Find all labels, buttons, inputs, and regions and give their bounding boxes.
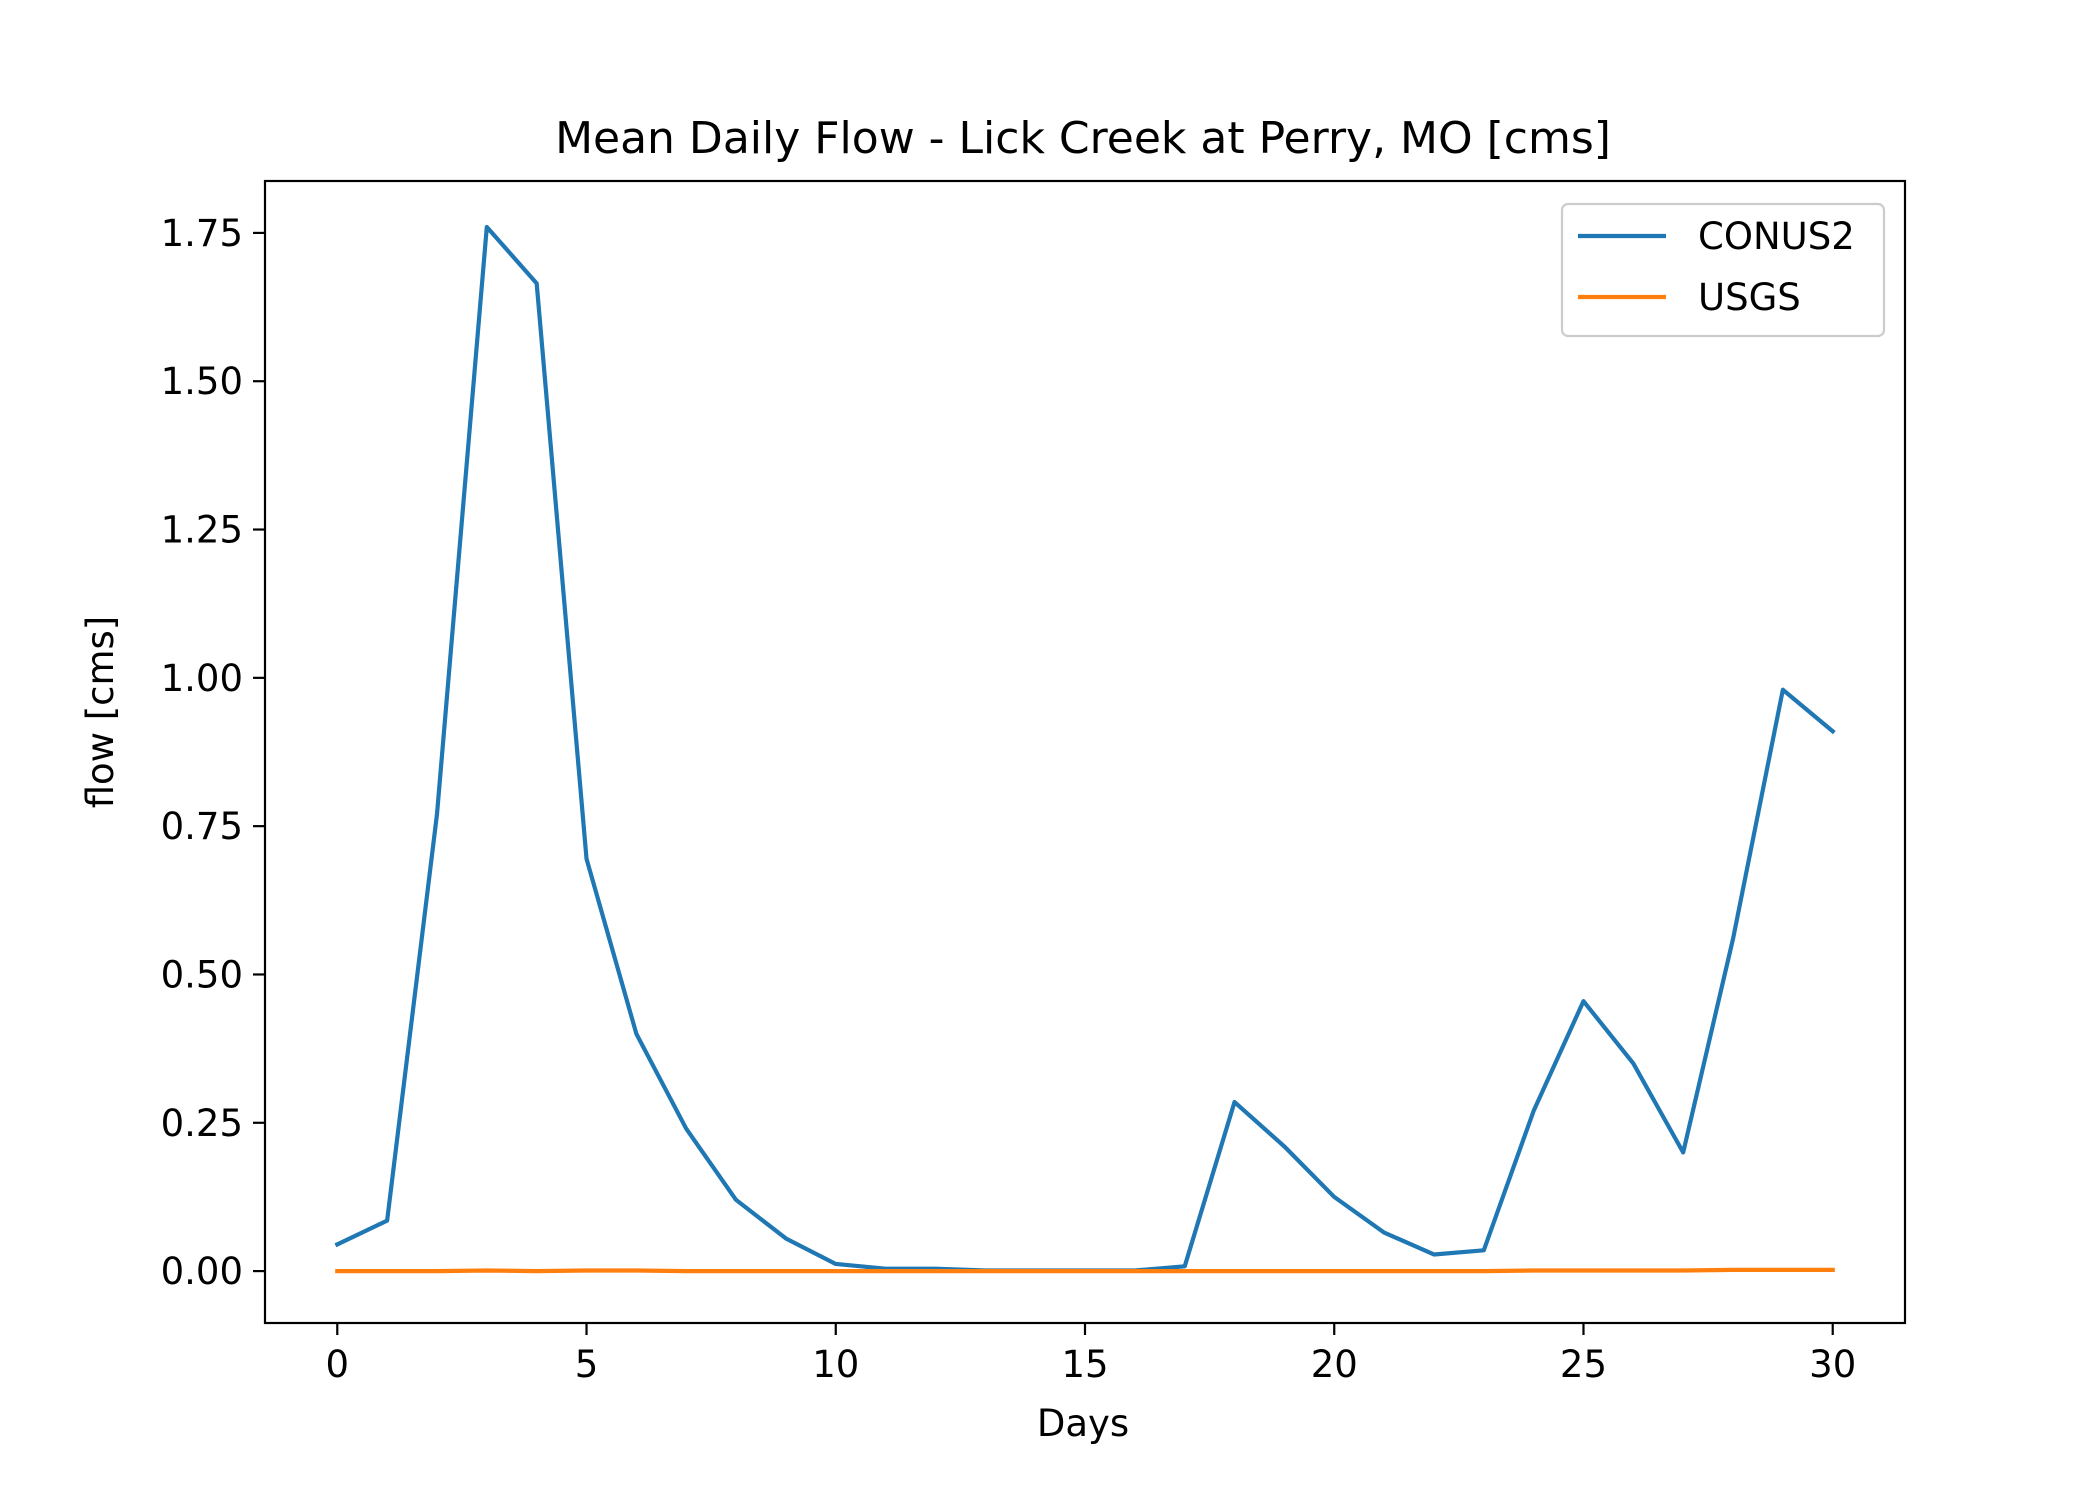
y-tick-label: 0.75 — [161, 805, 243, 848]
y-tick-label: 0.50 — [161, 953, 243, 996]
x-tick-label: 5 — [575, 1343, 599, 1386]
plot-area: 0 5 10 15 20 25 30 0.00 0.25 0.50 0.75 1.00 1.25 1.50… — [161, 179, 1907, 1386]
legend-label-usgs: USGS — [1698, 276, 1801, 319]
y-tick-label: 0.00 — [161, 1250, 243, 1293]
y-tick-label: 0.25 — [161, 1102, 243, 1145]
chart-title: Mean Daily Flow - Lick Creek at Perry, M… — [555, 113, 1611, 164]
y-tick-label: 1.75 — [161, 212, 243, 255]
series-line-usgs — [335, 1267, 1835, 1274]
y-tick-label: 1.25 — [161, 509, 243, 552]
y-axis-label: flow [cms] — [79, 616, 122, 809]
x-tick-label: 20 — [1311, 1343, 1358, 1386]
y-tick-label: 1.00 — [161, 657, 243, 700]
x-tick-label: 10 — [812, 1343, 859, 1386]
x-axis-label: Days — [1037, 1402, 1129, 1445]
x-tick-label: 0 — [326, 1343, 350, 1386]
y-tick-label: 1.50 — [161, 360, 243, 403]
x-tick-label: 15 — [1061, 1343, 1108, 1386]
x-tick-label: 30 — [1809, 1343, 1856, 1386]
legend-label-conus2: CONUS2 — [1698, 215, 1855, 258]
x-tick-label: 25 — [1560, 1343, 1607, 1386]
legend: CONUS2 USGS — [1560, 202, 1886, 338]
